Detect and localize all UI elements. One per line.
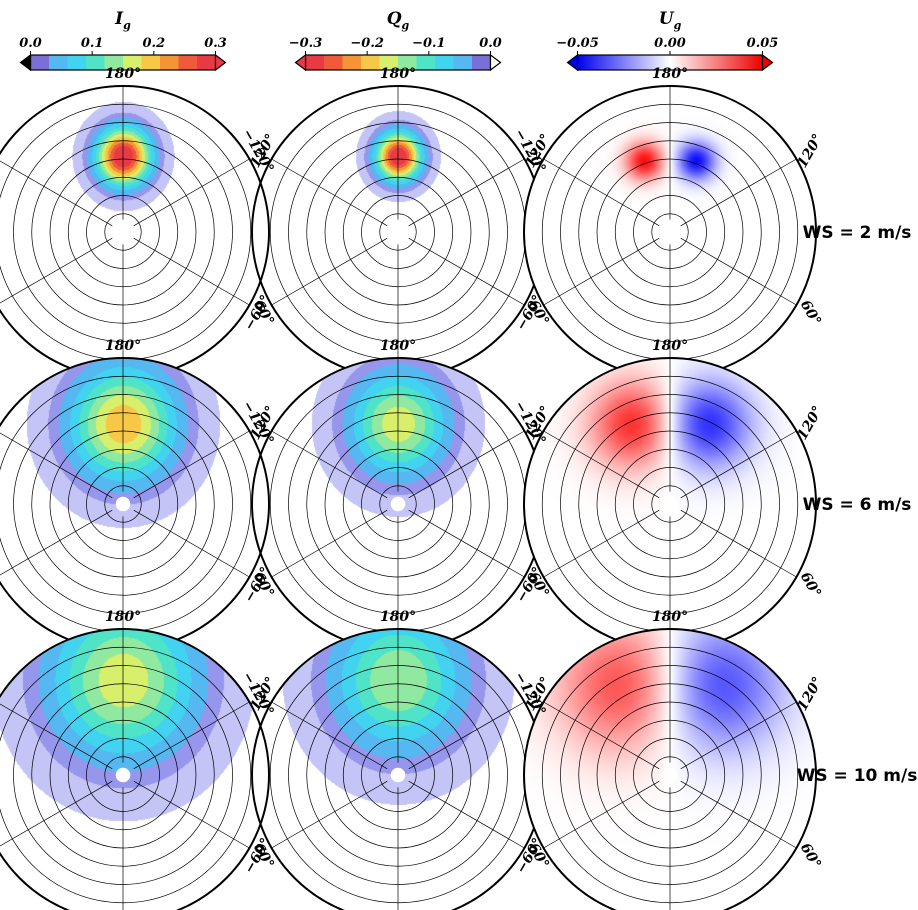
colorbar-tick-label: 0.3 bbox=[204, 36, 227, 51]
polar-grid-spoke bbox=[133, 509, 250, 578]
polar-grid-spoke bbox=[408, 780, 525, 849]
polar-grid-spoke bbox=[0, 237, 113, 304]
polar-grid-spoke bbox=[271, 430, 388, 499]
polar-grid-spoke bbox=[0, 160, 113, 227]
polar-center bbox=[390, 496, 406, 512]
polar-panel-i-row-2: 180°0°120°60°−60°−120° bbox=[0, 338, 279, 676]
colorbar-tick-label: 0.00 bbox=[654, 36, 686, 51]
colorbars: Ig 0.0 0.1 0.2 0.3 Qg −0.3 −0.2 −0.1 0.0 Ug −0.05 0.… bbox=[19, 9, 779, 72]
polar-grid-spoke bbox=[543, 701, 660, 770]
polar-center bbox=[662, 496, 678, 512]
row-label: WS = 2 m/s bbox=[803, 223, 912, 243]
colorbar-tick-label: 0.0 bbox=[479, 36, 502, 51]
colorbar-tick-label: 0.05 bbox=[747, 36, 779, 51]
polar-frame bbox=[523, 628, 817, 910]
angle-label-180: 180° bbox=[105, 609, 141, 625]
polar-panels: 180°0°120°60°−60°−120°180°0°120°60°−60°−… bbox=[0, 66, 826, 910]
polar-grid-spoke bbox=[543, 430, 660, 499]
polar-grid-spoke bbox=[543, 509, 660, 578]
colorbar-low-extension bbox=[19, 53, 32, 72]
polar-panel-u-row-1: 180°0°120°60°−60°−120° bbox=[511, 66, 826, 404]
polar-grid-spoke bbox=[680, 430, 797, 499]
polar-field bbox=[0, 357, 270, 651]
polar-panel-i-row-3: 180°0°120°60°−60°−120° bbox=[0, 609, 279, 910]
colorbar-high-extension bbox=[489, 53, 502, 72]
polar-center bbox=[662, 767, 678, 783]
colorbar-title: Ig bbox=[114, 9, 131, 32]
polar-grid-spoke bbox=[0, 780, 113, 847]
angle-label-180: 180° bbox=[652, 609, 688, 625]
polar-field bbox=[0, 628, 270, 910]
angle-label-180: 180° bbox=[380, 338, 416, 354]
polar-grid-spoke bbox=[271, 158, 388, 227]
polar-grid-spoke bbox=[680, 780, 797, 849]
polar-center bbox=[662, 224, 678, 240]
polar-grid-spoke bbox=[408, 509, 525, 578]
angle-label-180: 180° bbox=[380, 66, 416, 82]
row-label: WS = 10 m/s bbox=[797, 766, 918, 786]
polar-grid-spoke bbox=[543, 158, 660, 227]
colorbar-low-extension bbox=[294, 53, 307, 72]
row-label: WS = 6 m/s bbox=[803, 495, 912, 515]
colorbar-q: Qg −0.3 −0.2 −0.1 0.0 bbox=[289, 9, 502, 72]
angle-label-180: 180° bbox=[380, 609, 416, 625]
polar-grid-spoke bbox=[680, 158, 797, 227]
polar-grid-spoke bbox=[408, 430, 525, 499]
polar-center bbox=[115, 767, 131, 783]
colorbar-low-extension bbox=[566, 53, 579, 72]
polar-grid-spoke bbox=[133, 780, 250, 849]
polar-grid-spoke bbox=[680, 701, 797, 770]
polar-grid-spoke bbox=[133, 430, 250, 499]
colorbar-high-extension bbox=[214, 53, 227, 72]
polar-center bbox=[115, 496, 131, 512]
colorbar-tick-label: −0.05 bbox=[556, 36, 599, 51]
polar-grid-spoke bbox=[133, 701, 250, 770]
polar-grid-spoke bbox=[408, 237, 525, 306]
polar-center bbox=[390, 224, 406, 240]
polar-grid-spoke bbox=[408, 701, 525, 770]
angle-label-180: 180° bbox=[105, 66, 141, 82]
polar-grid-spoke bbox=[680, 509, 797, 578]
polar-grid-spoke bbox=[0, 703, 113, 770]
polar-grid-spoke bbox=[680, 237, 797, 306]
row-labels: WS = 2 m/s WS = 6 m/s WS = 10 m/s bbox=[797, 223, 918, 786]
polar-grid-spoke bbox=[0, 509, 113, 576]
colorbar-title: Qg bbox=[387, 9, 410, 32]
polar-center bbox=[390, 767, 406, 783]
colorbar-i: Ig 0.0 0.1 0.2 0.3 bbox=[19, 9, 227, 72]
polar-panel-q-row-2: 180°0°120°60°−60°−120° bbox=[239, 338, 554, 676]
polar-grid-spoke bbox=[0, 432, 113, 499]
colorbar-tick-label: 0.1 bbox=[81, 36, 104, 51]
polar-panel-u-row-2: 180°0°120°60°−60°−120° bbox=[511, 338, 826, 676]
polar-grid-spoke bbox=[133, 237, 250, 306]
colorbar-tick-label: 0.2 bbox=[143, 36, 166, 51]
colorbar-title: Ug bbox=[659, 9, 682, 32]
polar-grid-spoke bbox=[543, 237, 660, 306]
colorbar-tick-label: −0.2 bbox=[350, 36, 384, 51]
polar-panel-u-row-3: 180°0°120°60°−60°−120° bbox=[511, 609, 826, 910]
polar-grid-spoke bbox=[271, 237, 388, 306]
polar-grid-spoke bbox=[271, 780, 388, 849]
colorbar-tick-label: −0.3 bbox=[289, 36, 323, 51]
colorbar-tick-label: −0.1 bbox=[412, 36, 446, 51]
polar-field bbox=[0, 85, 270, 379]
colorbar-tick-label: 0.0 bbox=[19, 36, 42, 51]
colorbar-title-subscript: g bbox=[123, 19, 131, 32]
colorbar-high-extension bbox=[761, 53, 774, 72]
colorbar-u: Ug −0.05 0.00 0.05 bbox=[556, 9, 779, 72]
colorbar-title-subscript: g bbox=[402, 19, 410, 32]
polar-panel-q-row-3: 180°0°120°60°−60°−120° bbox=[239, 609, 554, 910]
polar-grid-spoke bbox=[543, 780, 660, 849]
polar-grid-spoke bbox=[408, 158, 525, 227]
polar-grid-spoke bbox=[133, 158, 250, 227]
colorbar-title-subscript: g bbox=[674, 19, 682, 32]
angle-label-180: 180° bbox=[652, 66, 688, 82]
angle-label-180: 180° bbox=[105, 338, 141, 354]
polar-grid-spoke bbox=[271, 509, 388, 578]
polar-center bbox=[115, 224, 131, 240]
polar-grid-spoke bbox=[271, 701, 388, 770]
angle-label-180: 180° bbox=[652, 338, 688, 354]
